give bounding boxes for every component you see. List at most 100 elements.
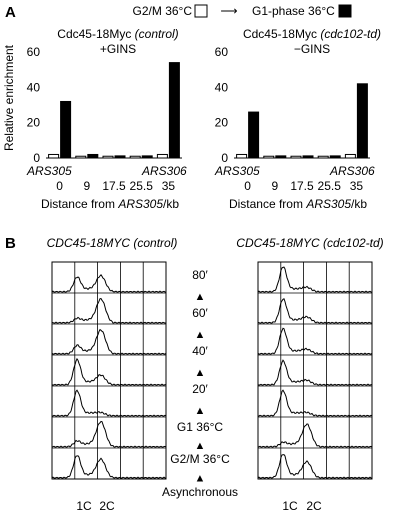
chart-cdc102-bars <box>236 83 368 159</box>
chart-0-ytick-1: 20 <box>27 116 41 130</box>
bar-g1-35 <box>356 83 368 159</box>
facs-control-histogram <box>51 455 166 479</box>
bar-g1-0 <box>60 100 72 159</box>
bar-g1-0 <box>248 111 260 159</box>
facs-control-1c-label: 1C <box>76 499 92 513</box>
timepoint-1: 60′ <box>192 306 208 320</box>
bar-g1-17.5 <box>114 155 126 159</box>
chart-cdc102-subtitle: −GINS <box>294 42 330 56</box>
chart-1-ytick-1: 20 <box>215 116 229 130</box>
chart-cdc102-yticks: 0 20 40 60 <box>215 45 229 165</box>
y-axis-label: Relative enrichment <box>2 44 16 151</box>
chart-control-left-locus: ARS305 <box>26 164 72 178</box>
up-arrow-icon: ▲ <box>195 405 206 417</box>
bar-g2m-35 <box>156 153 168 159</box>
chart-cdc102-right-locus: ARS306 <box>329 164 375 178</box>
chart-0-ytick-3: 60 <box>27 45 41 59</box>
chart-0-xtick-2: 17.5 <box>102 179 126 193</box>
timepoint-2: 40′ <box>192 344 208 358</box>
bar-g2m-17.5 <box>290 155 302 159</box>
up-arrow-icon: ▲ <box>195 473 206 485</box>
bar-g2m-0 <box>48 153 60 159</box>
facs-cdc102-histogram <box>257 423 373 448</box>
bar-g2m-9 <box>263 155 275 159</box>
bar-g2m-35 <box>344 153 356 159</box>
facs-cdc102-2c-label: 2C <box>306 499 322 513</box>
timepoint-0: 80′ <box>192 268 208 282</box>
facs-cdc102-histogram <box>257 454 372 479</box>
facs-cdc102-histogram <box>257 266 372 293</box>
facs-cdc102-histogram <box>257 359 373 386</box>
timepoint-3: 20′ <box>192 382 208 396</box>
chart-0-xtick-1: 9 <box>83 179 90 193</box>
up-arrow-icon: ▲ <box>195 329 206 341</box>
facs-grid-control <box>51 261 167 480</box>
bar-g1-17.5 <box>302 155 314 159</box>
bar-g1-35 <box>168 62 180 159</box>
bar-g2m-25.5 <box>317 155 329 159</box>
chart-control-xlabel: Distance from ARS305/kb <box>41 197 179 211</box>
facs-control-histogram <box>52 389 167 417</box>
chart-0-ytick-2: 40 <box>27 80 41 94</box>
chart-cdc102: Cdc45-18Myc (cdc102-td) −GINS 0 20 40 60 AR… <box>214 27 381 211</box>
legend: G2/M 36°C ⟶ G1-phase 36°C <box>133 4 352 18</box>
facs-cdc102-histogram <box>257 327 373 355</box>
panel-b-letter: B <box>5 235 16 252</box>
timepoint-5: G2/M 36°C <box>170 452 230 466</box>
chart-cdc102-xticks: 0 9 17.5 25.5 35 <box>244 179 363 193</box>
timepoint-4: G1 36°C <box>177 420 223 434</box>
facs-control-2c-label: 2C <box>99 499 115 513</box>
chart-control-right-locus: ARS306 <box>141 164 187 178</box>
panel-b-left-title: CDC45-18MYC (control) <box>47 236 178 250</box>
chart-1-ytick-0: 0 <box>221 151 228 165</box>
legend-hollow-swatch <box>194 4 208 18</box>
bar-g2m-17.5 <box>102 155 114 159</box>
bar-g1-25.5 <box>329 155 341 159</box>
legend-filled-label: G1-phase 36°C <box>252 4 335 18</box>
chart-1-ytick-3: 60 <box>215 45 229 59</box>
facs-control-histogram <box>51 273 166 293</box>
facs-grid-cdc102 <box>257 261 373 480</box>
bar-g2m-25.5 <box>129 155 141 159</box>
chart-1-xtick-4: 35 <box>350 179 364 193</box>
facs-cdc102-frame <box>257 261 373 480</box>
chart-1-xtick-1: 9 <box>271 179 278 193</box>
facs-control-frame <box>51 261 167 480</box>
facs-cdc102-1c-label: 1C <box>282 499 298 513</box>
facs-control-histogram <box>51 297 166 324</box>
chart-cdc102-left-locus: ARS305 <box>214 164 260 178</box>
chart-1-xtick-0: 0 <box>244 179 251 193</box>
panel-a-letter: A <box>5 4 16 21</box>
chart-cdc102-title: Cdc45-18Myc (cdc102-td) <box>243 27 381 41</box>
chart-cdc102-xlabel: Distance from ARS305/kb <box>229 197 367 211</box>
up-arrow-icon: ▲ <box>195 291 206 303</box>
facs-control-histogram <box>51 328 167 355</box>
chart-control-bars <box>48 62 180 159</box>
panel-b-right-title: CDC45-18MYC (cdc102-td) <box>236 236 383 250</box>
bar-g2m-0 <box>236 153 248 159</box>
up-arrow-icon: ▲ <box>195 440 206 452</box>
legend-arrow: ⟶ <box>220 4 237 18</box>
timepoint-6: Asynchronous <box>162 485 238 499</box>
chart-control: Cdc45-18Myc (control) +GINS 0 20 40 60 ARS3… <box>26 27 187 211</box>
chart-1-xtick-2: 17.5 <box>290 179 314 193</box>
bar-g2m-9 <box>75 155 87 159</box>
facs-control-histogram <box>51 357 167 386</box>
chart-control-yticks: 0 20 40 60 <box>27 45 41 165</box>
timepoint-ladder: 80′▲60′▲40′▲20′▲G1 36°C▲G2/M 36°C▲Asynch… <box>162 268 238 499</box>
legend-filled-swatch <box>338 4 352 18</box>
chart-control-xticks: 0 9 17.5 25.5 35 <box>56 179 175 193</box>
chart-0-xtick-4: 35 <box>162 179 176 193</box>
facs-control-histogram <box>51 420 167 448</box>
bar-g1-9 <box>87 153 99 159</box>
facs-cdc102-histogram <box>257 298 372 324</box>
chart-1-ytick-2: 40 <box>215 80 229 94</box>
chart-control-title: Cdc45-18Myc (control) <box>57 27 178 41</box>
bar-g1-9 <box>275 155 287 159</box>
chart-0-ytick-0: 0 <box>33 151 40 165</box>
legend-hollow-label: G2/M 36°C <box>133 4 193 18</box>
chart-0-xtick-0: 0 <box>56 179 63 193</box>
chart-0-xtick-3: 25.5 <box>130 179 154 193</box>
up-arrow-icon: ▲ <box>195 367 206 379</box>
